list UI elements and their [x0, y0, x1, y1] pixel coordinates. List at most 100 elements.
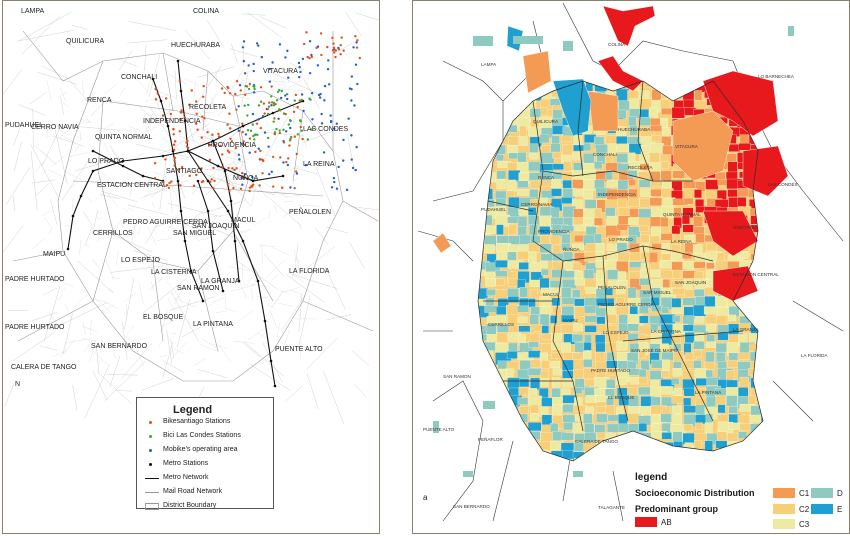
census-block: [561, 197, 573, 204]
road-segment: [246, 144, 266, 153]
ab-zone: [597, 55, 644, 92]
mobike-point: [289, 186, 292, 189]
census-block: [716, 458, 731, 461]
district-label: LAMPA: [21, 8, 45, 15]
district-label: PEÑAFLOR: [478, 436, 503, 442]
road-segment: [268, 210, 271, 219]
road-segment: [158, 340, 163, 347]
mobike-point: [348, 87, 352, 90]
census-block: [478, 422, 482, 430]
census-block: [495, 154, 504, 162]
legend-class-label: C1: [799, 489, 810, 498]
district-label: CERRO NAVIA: [521, 202, 553, 207]
census-block: [682, 224, 694, 233]
road-segment: [97, 371, 132, 405]
road-segment: [124, 278, 135, 330]
district-label: PADRE HURTADO: [5, 324, 65, 331]
census-block: [551, 333, 562, 342]
district-label: LA REINA: [303, 161, 335, 168]
bici-las-condes-station: [278, 108, 281, 111]
district-label: QUINTA NORMAL: [95, 134, 153, 141]
census-block: [539, 226, 551, 235]
road-segment: [298, 293, 303, 333]
census-block: [615, 377, 628, 385]
bikesantiago-station: [242, 177, 246, 180]
road-segment: [239, 158, 244, 173]
road-segment: [202, 218, 214, 223]
road-segment: [111, 343, 118, 348]
road-segment: [86, 196, 92, 202]
census-block: [704, 361, 715, 370]
census-block: [528, 251, 537, 263]
bici-las-condes-station: [282, 128, 285, 132]
road-segment: [138, 224, 142, 234]
census-block: [761, 378, 763, 386]
road-segment: [281, 210, 293, 218]
census-block: [672, 431, 683, 442]
bikesantiago-station: [259, 126, 262, 130]
census-block: [761, 449, 763, 460]
bikesantiago-station: [168, 181, 171, 185]
road-segment: [172, 265, 183, 277]
bikesantiago-station: [234, 92, 237, 96]
metro-station: [183, 239, 187, 243]
census-block: [649, 197, 664, 207]
census-block: [507, 288, 519, 297]
census-block: [770, 441, 786, 453]
bike-station-map: LAMPA COLINA QUILICURA HUECHURABA CONCHALI VI…: [3, 8, 379, 435]
census-block: [552, 151, 562, 159]
district-label: LA CISTERNA: [151, 269, 197, 276]
census-block: [760, 206, 763, 216]
bikesantiago-station: [293, 186, 296, 190]
road-segment: [168, 219, 219, 223]
census-block: [761, 359, 763, 370]
mobike-point: [332, 176, 336, 180]
road-segment: [82, 211, 92, 225]
census-block: [651, 359, 663, 369]
census-block: [761, 261, 763, 271]
road-segment: [191, 163, 225, 195]
bikesantiago-station: [326, 45, 329, 49]
mobike-point: [257, 44, 260, 47]
census-block: [761, 217, 763, 230]
mobike-point: [330, 186, 334, 189]
district-label: LO PRADO: [609, 237, 633, 242]
bikesantiago-station: [201, 115, 204, 118]
bikesantiago-station: [248, 189, 251, 193]
census-block: [649, 152, 660, 164]
legend-class-label: C3: [799, 520, 810, 529]
commune-boundary: [642, 245, 714, 422]
census-block: [550, 423, 559, 433]
census-block: [478, 189, 486, 198]
bici-las-condes-station: [272, 104, 276, 107]
road-segment: [17, 104, 46, 116]
bikesantiago-station: [334, 49, 338, 52]
bici-las-condes-station: [290, 135, 293, 139]
road-segment: [42, 287, 58, 296]
road-segment: [207, 280, 220, 284]
road-segment: [208, 300, 216, 307]
district-label: PROVIDENCIA: [538, 229, 571, 234]
road-segment: [113, 349, 116, 359]
bikesantiago-station: [217, 132, 220, 136]
bikesantiago-station: [219, 144, 222, 148]
road-segment: [284, 194, 301, 198]
bikesantiago-station: [177, 168, 181, 171]
road-segment: [252, 176, 274, 189]
bikesantiago-station: [226, 85, 229, 89]
mobike-point: [310, 91, 314, 95]
ab-zone: [742, 145, 789, 197]
census-block: [484, 423, 500, 436]
metro-line: [187, 150, 284, 182]
census-block: [605, 314, 617, 324]
road-segment: [168, 296, 215, 311]
mobike-point: [297, 61, 301, 65]
road-segment: [136, 143, 192, 159]
bikesantiago-station: [154, 98, 158, 101]
bikesantiago-station: [255, 122, 259, 125]
road-segment: [65, 171, 82, 180]
bikesantiago-station: [308, 57, 311, 60]
road-segment: [147, 113, 153, 129]
road-segment: [204, 144, 207, 154]
mobike-point: [298, 65, 301, 69]
